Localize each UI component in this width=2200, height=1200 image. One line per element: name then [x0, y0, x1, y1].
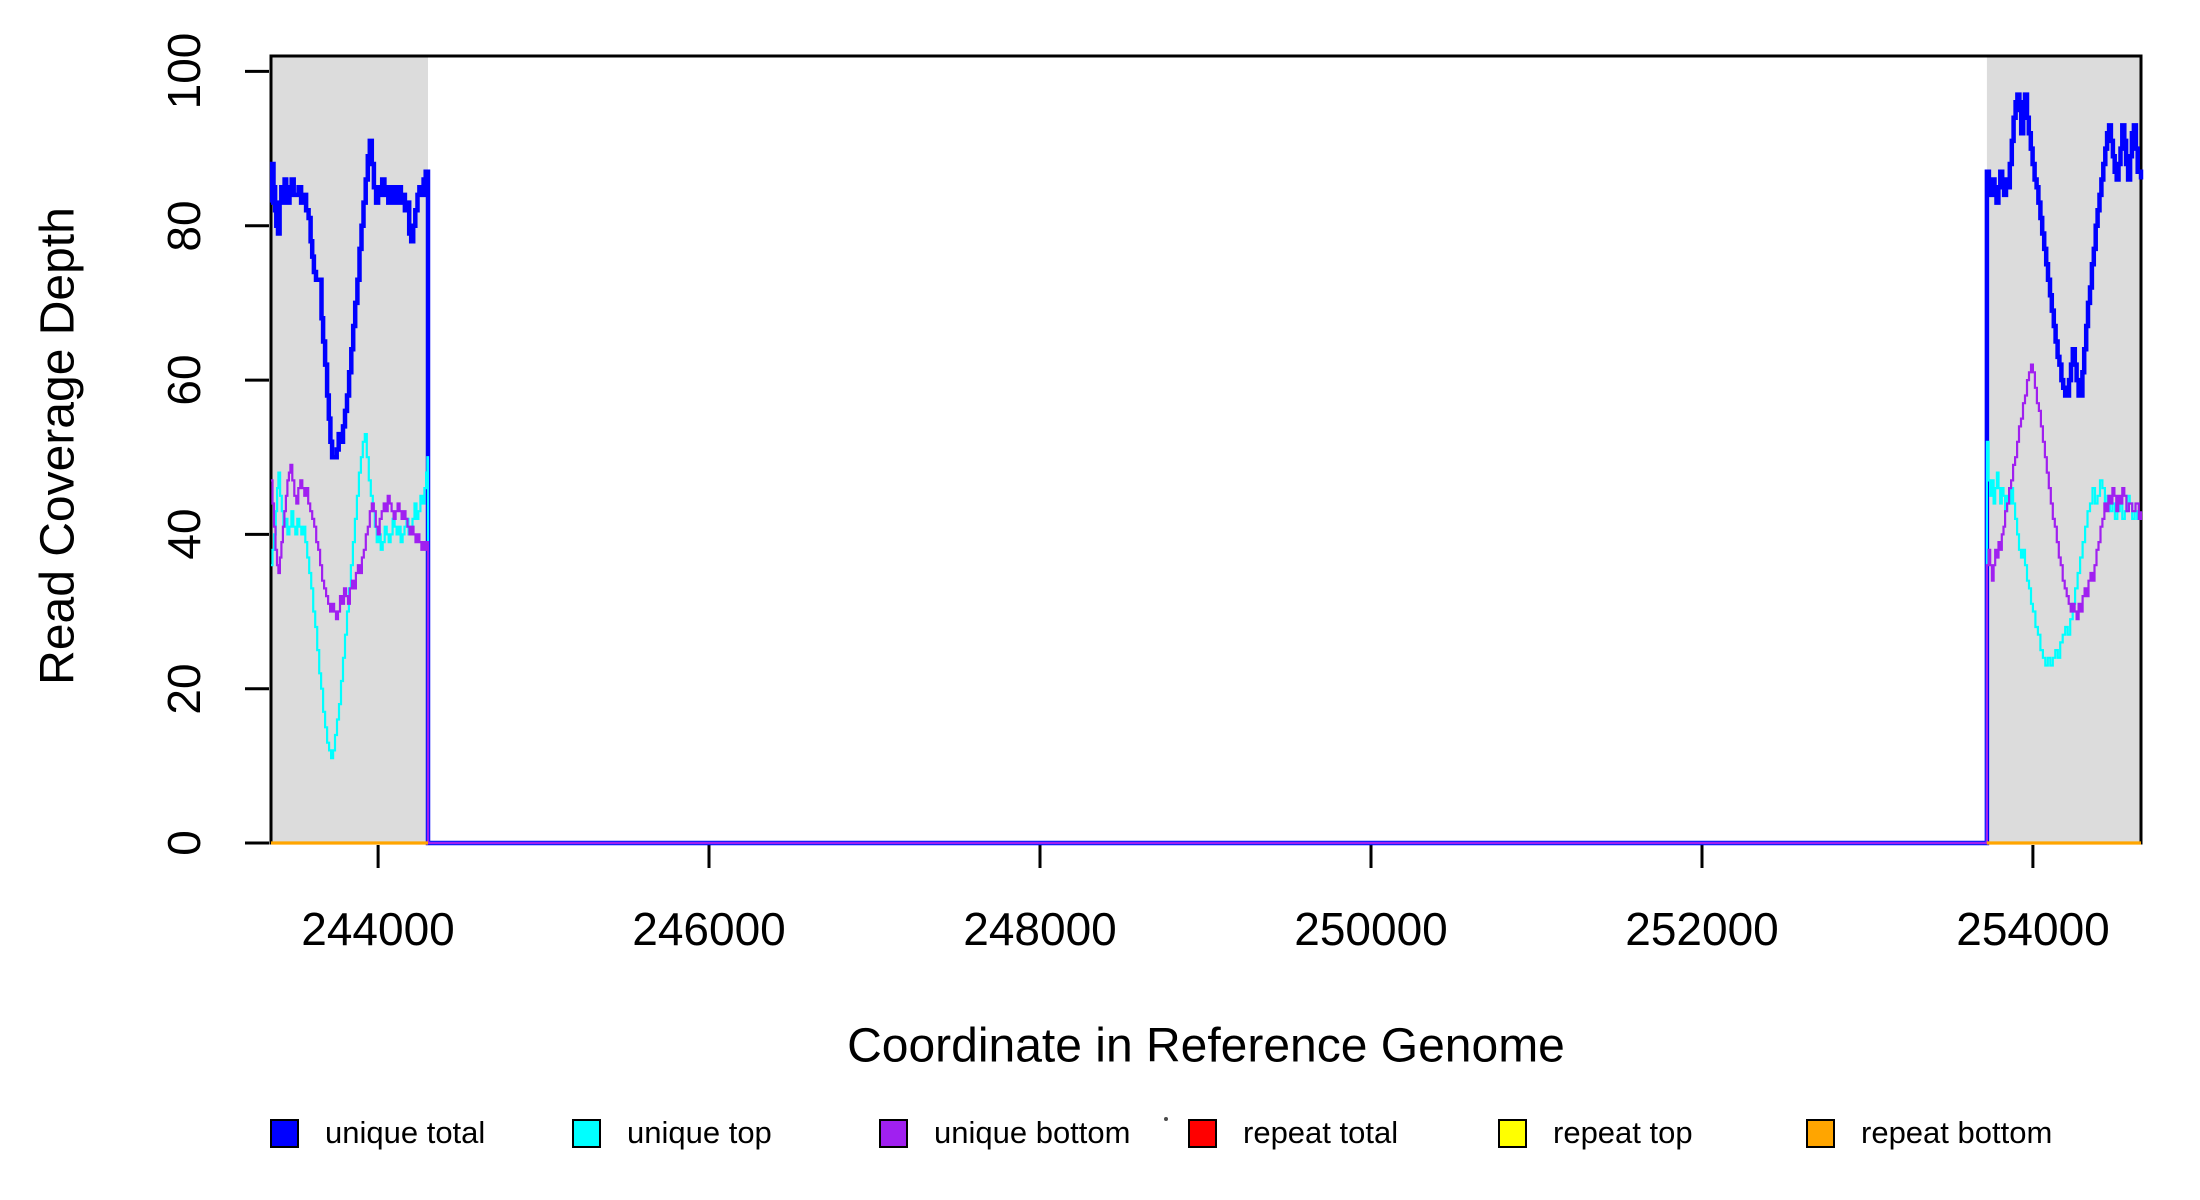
x-tick-label-254000: 254000: [1956, 903, 2110, 955]
legend-label: repeat bottom: [1861, 1115, 2053, 1150]
legend-label: repeat total: [1243, 1115, 1399, 1150]
y-tick-label-100: 100: [158, 32, 210, 110]
legend-item-unique-total: unique total: [270, 1115, 486, 1150]
legend-swatch-repeat-top: [1498, 1118, 1527, 1148]
legend-label: unique top: [627, 1115, 772, 1150]
x-tick-label-244000: 244000: [301, 903, 455, 955]
x-tick-label-246000: 246000: [632, 903, 786, 955]
stray-mark: [1164, 1117, 1168, 1121]
x-tick-label-248000: 248000: [963, 903, 1117, 955]
y-tick-label-80: 80: [158, 200, 210, 252]
legend-swatch-unique-bottom: [879, 1118, 908, 1148]
legend-item-repeat-total: repeat total: [1188, 1115, 1399, 1150]
shaded-region: [1986, 56, 2141, 843]
legend-swatch-unique-top: [572, 1118, 601, 1148]
legend-swatch-unique-total: [270, 1118, 299, 1148]
legend-swatch-repeat-bottom: [1806, 1118, 1835, 1148]
legend-swatch-repeat-total: [1188, 1118, 1217, 1148]
legend-item-unique-bottom: unique bottom: [879, 1115, 1131, 1150]
x-tick-label-250000: 250000: [1294, 903, 1448, 955]
legend-label: repeat top: [1553, 1115, 1693, 1150]
y-tick-label-60: 60: [158, 354, 210, 406]
y-tick-label-20: 20: [158, 663, 210, 715]
legend-label: unique total: [325, 1115, 486, 1150]
legend-item-repeat-top: repeat top: [1498, 1115, 1693, 1150]
y-tick-label-0: 0: [158, 830, 210, 856]
series-unique-top: [271, 433, 2141, 845]
series-unique-bottom: [271, 363, 2143, 845]
legend-item-unique-top: unique top: [572, 1115, 772, 1150]
x-tick-label-252000: 252000: [1625, 903, 1779, 955]
y-tick-label-40: 40: [158, 508, 210, 560]
y-axis-title: Read Coverage Depth: [31, 207, 85, 685]
series-unique-total: [269, 92, 2144, 846]
shaded-region: [271, 56, 428, 843]
plot-border: [269, 54, 2143, 845]
x-axis-title: Coordinate in Reference Genome: [847, 1019, 1565, 1073]
legend-label: unique bottom: [934, 1115, 1131, 1150]
legend-item-repeat-bottom: repeat bottom: [1806, 1115, 2053, 1150]
